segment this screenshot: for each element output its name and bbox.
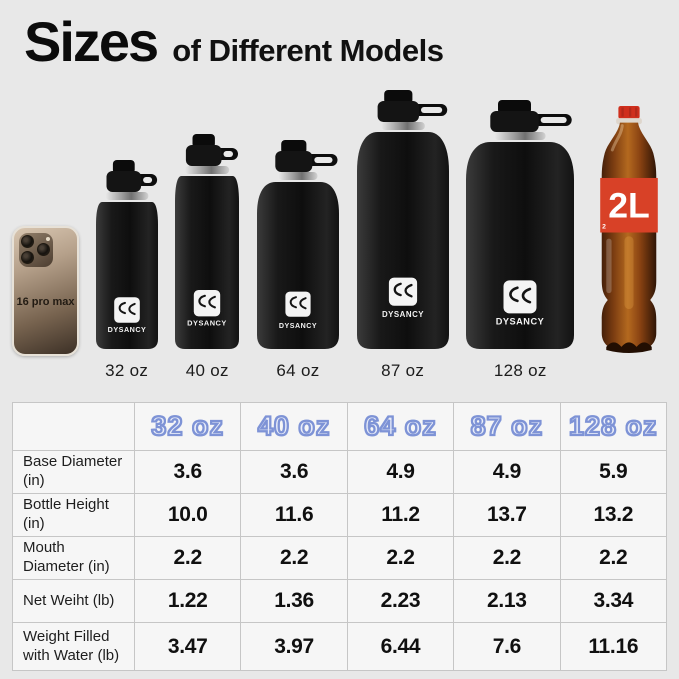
bottle-figure-40oz: DYSANCY 40 oz [174,133,240,384]
title-main: Sizes [24,10,159,73]
spec-row-label: Mouth Diameter (in) [12,536,135,580]
bottle-size-label: 40 oz [185,361,229,380]
camera-lens-icon [21,235,34,248]
phone-camera-module [19,233,53,267]
camera-flash-icon [46,237,50,241]
spec-cell: 3.47 [133,622,242,671]
spec-cell: 4.9 [346,450,455,494]
spec-row-label: Base Diameter (in) [12,450,135,494]
spec-row-label: Weight Filled with Water (lb) [12,622,135,671]
spec-cell: 2.2 [453,536,561,580]
spec-cell: 1.22 [133,579,242,623]
spec-row-mouth-diameter: Mouth Diameter (in) 2.2 2.2 2.2 2.2 2.2 [12,536,668,580]
brand-name-label: DYSANCY [187,318,227,327]
spec-cell: 10.0 [133,493,242,537]
bottle-image-32oz: DYSANCY [95,159,159,356]
brand-name-label: DYSANCY [496,316,544,326]
spec-row-label: Bottle Height (in) [12,493,135,537]
bottle-size-label: 87 oz [381,361,425,380]
phone-figure: 16 pro max [12,226,79,384]
spec-cell: 3.6 [133,450,242,494]
spec-cell: 2.2 [346,536,455,580]
spec-header-row: 32 oz 40 oz 64 oz 87 oz 128 oz [12,402,668,451]
cola-volume-label: 2L [608,185,650,225]
bottle-image-40oz: DYSANCY [174,133,240,356]
spec-cell: 1.36 [240,579,348,623]
spec-cell: 13.7 [453,493,561,537]
title-sub: of Different Models [172,33,444,68]
spec-cell: 2.13 [453,579,561,623]
spec-cell: 7.6 [453,622,561,671]
brand-name-label: DYSANCY [107,325,146,334]
bottle-figure-32oz: DYSANCY 32 oz [95,159,159,384]
cola-label-band [600,177,658,233]
column-header-64oz: 64 oz [346,402,455,451]
camera-lens-icon [37,243,50,256]
spec-cell: 6.44 [346,622,455,671]
brand-name-label: DYSANCY [382,310,424,319]
brand-logo-icon [113,297,140,323]
spec-row-base-diameter: Base Diameter (in) 3.6 3.6 4.9 4.9 5.9 [12,450,668,494]
spec-cell: 11.16 [559,622,668,671]
spec-cell: 2.2 [240,536,348,580]
brand-logo-icon [503,280,537,314]
brand-logo-icon [388,277,417,306]
spec-table: 32 oz 40 oz 64 oz 87 oz 128 oz Base Diam… [12,402,668,671]
bottle-size-label: 128 oz [493,361,547,380]
spec-cell: 11.2 [346,493,455,537]
corner-cell [12,402,135,451]
bottle-image-87oz: DYSANCY [356,89,450,356]
cola-corner-mark: 2 [602,224,606,231]
column-header-128oz: 128 oz [559,402,668,451]
size-comparison-lineup: 16 pro max DYSANCY 32 oz [0,90,679,384]
brand-logo-icon [285,291,311,317]
spec-cell: 4.9 [453,450,561,494]
bottle-figure-128oz: DYSANCY 128 oz [465,99,575,384]
spec-table-section: 32 oz 40 oz 64 oz 87 oz 128 oz Base Diam… [12,402,668,671]
page-title: Sizes of Different Models [0,0,679,88]
cola-bottle-image: 2L 2 [600,106,658,353]
spec-cell: 11.6 [240,493,348,537]
spec-cell: 5.9 [559,450,668,494]
cola-figure: 2L 2 [591,106,667,384]
bottle-image-64oz: DYSANCY [256,139,340,356]
camera-lens-icon [21,251,34,264]
bottle-size-label: 64 oz [276,361,320,380]
spec-cell: 3.6 [240,450,348,494]
spec-cell: 3.34 [559,579,668,623]
spec-cell: 2.23 [346,579,455,623]
column-header-87oz: 87 oz [453,402,561,451]
spec-cell: 13.2 [559,493,668,537]
spec-row-bottle-height: Bottle Height (in) 10.0 11.6 11.2 13.7 1… [12,493,668,537]
spec-cell: 2.2 [559,536,668,580]
spec-row-label: Net Weiht (lb) [12,579,135,623]
bottle-figure-64oz: DYSANCY 64 oz [256,139,340,384]
brand-logo-icon [194,290,221,317]
iphone-image: 16 pro max [12,226,79,356]
brand-name-label: DYSANCY [279,322,317,330]
column-header-32oz: 32 oz [133,402,242,451]
bottle-figure-87oz: DYSANCY 87 oz [356,89,450,384]
phone-model-label: 16 pro max [16,296,75,309]
spec-row-filled-weight: Weight Filled with Water (lb) 3.47 3.97 … [12,622,668,671]
spec-row-net-weight: Net Weiht (lb) 1.22 1.36 2.23 2.13 3.34 [12,579,668,623]
spec-cell: 2.2 [133,536,242,580]
spec-cell: 3.97 [240,622,348,671]
bottle-size-label: 32 oz [105,361,149,380]
bottle-image-128oz: DYSANCY [465,99,575,356]
column-header-40oz: 40 oz [240,402,348,451]
